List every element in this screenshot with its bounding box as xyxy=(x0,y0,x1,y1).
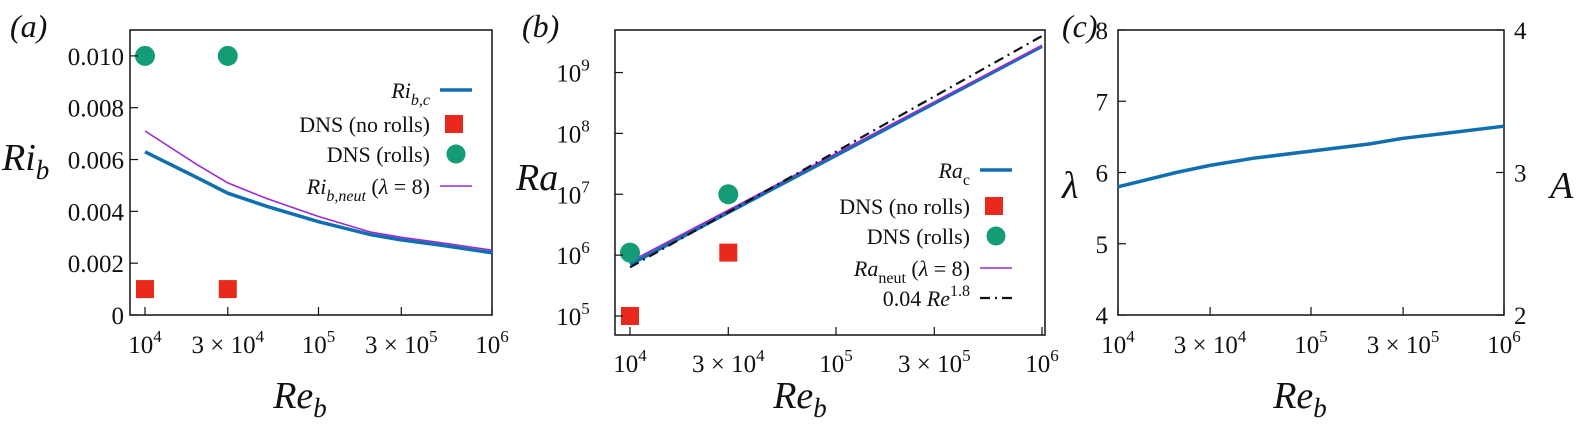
x-tick-label: 104 xyxy=(1101,327,1135,359)
panel-b-y-axis-label: Ra xyxy=(515,157,558,199)
panel-b-curves xyxy=(620,35,1043,325)
panel-b-y-ticks: 105 106 107 108 109 xyxy=(556,56,623,331)
panel-c-y2-ticks: 2 3 4 xyxy=(1496,18,1527,330)
y-tick-label: 0.008 xyxy=(68,96,124,123)
y-tick-label: 5 xyxy=(1096,232,1109,259)
y-tick-label: 106 xyxy=(556,238,590,270)
y2-tick-label: 4 xyxy=(1514,18,1527,45)
panel-a-x-ticks: 104 3 × 104 105 3 × 105 106 xyxy=(128,307,509,359)
x-tick-label: 3 × 104 xyxy=(1174,327,1247,359)
y-tick-label: 0.004 xyxy=(68,199,125,226)
y-tick-label: 8 xyxy=(1096,18,1109,45)
legend-entry-label: Rib,neut (λ = 8) xyxy=(306,174,430,205)
x-tick-label: 104 xyxy=(613,346,647,378)
panel-c-label: (c) xyxy=(1062,8,1098,44)
series-1-point xyxy=(621,307,639,325)
x-tick-label: 3 × 105 xyxy=(898,346,971,378)
legend-entry-label: Rib,c xyxy=(390,78,430,109)
panel-a-x-axis-label: Reb xyxy=(272,375,327,423)
legend-entry-symbol xyxy=(986,226,1006,246)
series-2-point xyxy=(217,45,238,66)
panel-a-legend: Rib,c DNS (no rolls) DNS (rolls) Rib,neut (… xyxy=(299,78,472,205)
panel-b-legend: Rac DNS (no rolls) DNS (rolls) Raneut (λ = … xyxy=(839,158,1012,311)
series-0-line xyxy=(1117,124,1505,189)
panel-a-y-axis-label: Rib xyxy=(1,137,49,185)
y-tick-label: 109 xyxy=(556,56,590,88)
legend-entry-label: DNS (no rolls) xyxy=(839,194,970,219)
y-tick-label: 107 xyxy=(556,177,590,209)
x-tick-label: 105 xyxy=(1294,327,1328,359)
y-tick-label: 108 xyxy=(556,116,590,148)
legend-entry-label: DNS (rolls) xyxy=(327,142,430,167)
y-tick-label: 0.010 xyxy=(68,44,124,71)
y-tick-label: 0.002 xyxy=(68,251,124,278)
legend-entry-label: DNS (rolls) xyxy=(867,224,970,249)
x-tick-label: 106 xyxy=(1487,327,1521,359)
legend-entry-symbol xyxy=(985,197,1003,215)
series-3-line xyxy=(144,130,493,251)
y-tick-label: 6 xyxy=(1096,161,1109,188)
y-tick-label: 0.006 xyxy=(68,148,124,175)
panel-a-label: (a) xyxy=(10,8,47,44)
x-tick-label: 3 × 104 xyxy=(692,346,765,378)
y-tick-label: 4 xyxy=(1096,303,1109,330)
x-tick-label: 105 xyxy=(819,346,853,378)
series-3-line xyxy=(629,44,1043,263)
x-tick-label: 106 xyxy=(475,327,509,359)
panel-a-frame xyxy=(129,29,493,316)
x-tick-label: 106 xyxy=(1025,346,1059,378)
legend-entry-symbol xyxy=(445,115,463,133)
panel-b-label: (b) xyxy=(522,8,559,44)
panel-a: (a) 104 3 × 104 105 3 × 105 106 00.0020.0040… xyxy=(1,8,509,423)
x-tick-label: 3 × 105 xyxy=(1367,327,1440,359)
y-tick-label: 0 xyxy=(112,303,125,330)
x-tick-label: 3 × 104 xyxy=(191,327,264,359)
panel-b: (b) 104 3 × 104 105 3 × 105 106 105 106 107 108… xyxy=(515,8,1059,423)
series-0-line xyxy=(629,44,1043,267)
x-tick-label: 105 xyxy=(302,327,336,359)
legend-entry-label: 0.04 Re1.8 xyxy=(883,283,970,311)
legend-entry-label: Rac xyxy=(937,158,970,189)
y2-tick-label: 3 xyxy=(1514,161,1527,188)
x-tick-label: 3 × 105 xyxy=(365,327,438,359)
legend-entry-symbol xyxy=(446,144,466,164)
panel-c-curves xyxy=(1117,124,1505,189)
series-1-point xyxy=(218,280,237,299)
panel-c-x-ticks: 104 3 × 104 105 3 × 105 106 xyxy=(1101,307,1521,359)
series-2-point xyxy=(135,45,155,66)
series-0-line xyxy=(144,150,493,255)
panel-b-x-axis-label: Reb xyxy=(772,375,827,423)
panel-c-y-ticks: 4 5 6 7 8 xyxy=(1096,18,1126,330)
panel-a-curves xyxy=(135,45,493,299)
series-1-point xyxy=(136,280,154,299)
series-2-point xyxy=(718,184,739,205)
series-1-point xyxy=(719,243,738,262)
y-tick-label: 7 xyxy=(1096,89,1109,116)
series-2-point xyxy=(620,242,640,263)
panel-c-y2-axis-label: A xyxy=(1547,165,1574,207)
legend-entry-label: Raneut (λ = 8) xyxy=(853,256,970,287)
legend-entry-label: DNS (no rolls) xyxy=(299,112,430,137)
panel-c: (c) 104 3 × 104 105 3 × 105 106 4 5 6 7 8 2 3 4 Re… xyxy=(1061,8,1574,423)
panel-b-frame xyxy=(614,29,1046,336)
x-tick-label: 104 xyxy=(128,327,162,359)
y-tick-label: 105 xyxy=(556,299,590,331)
panel-c-x-axis-label: Reb xyxy=(1272,375,1327,423)
y2-tick-label: 2 xyxy=(1514,303,1527,330)
panel-b-x-ticks: 104 3 × 104 105 3 × 105 106 xyxy=(613,327,1059,378)
panel-c-y-axis-label: λ xyxy=(1061,165,1078,207)
series-4-line xyxy=(629,35,1043,269)
panel-a-y-ticks: 0 0.002 0.004 0.006 0.008 0.010 xyxy=(68,44,138,330)
